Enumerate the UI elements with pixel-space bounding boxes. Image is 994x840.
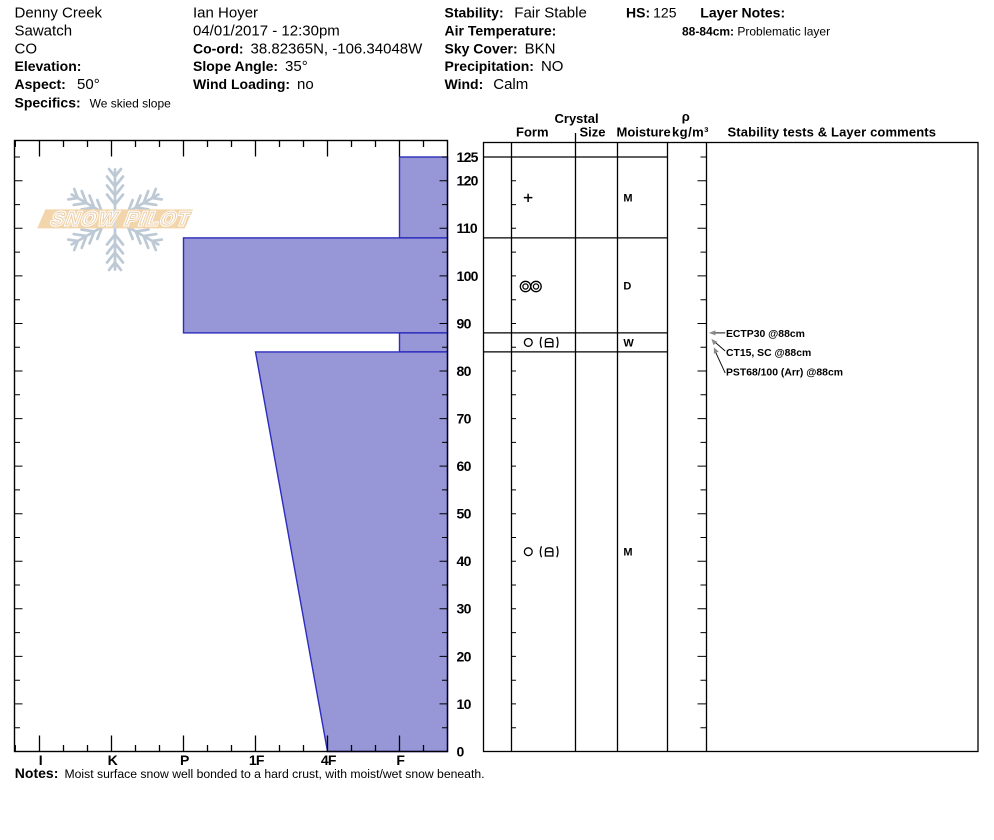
svg-text:Elevation:: Elevation: bbox=[15, 58, 82, 74]
svg-text:M: M bbox=[623, 192, 632, 204]
svg-text:04/01/2017 - 12:30pm: 04/01/2017 - 12:30pm bbox=[193, 23, 340, 40]
svg-text:Co-ord: 38.82365N, -106.34048W: Co-ord: 38.82365N, -106.34048W bbox=[193, 40, 423, 57]
svg-text:1F: 1F bbox=[249, 752, 265, 768]
svg-text:10: 10 bbox=[457, 696, 472, 712]
svg-text:W: W bbox=[623, 337, 634, 349]
svg-text:PST68/100 (Arr) @88cm: PST68/100 (Arr) @88cm bbox=[726, 368, 843, 379]
svg-text:88-84cm: Problematic layer: 88-84cm: Problematic layer bbox=[682, 25, 830, 39]
svg-text:Stability: Fair Stable: Stability: Fair Stable bbox=[445, 5, 587, 22]
svg-text:50: 50 bbox=[457, 506, 472, 522]
svg-text:70: 70 bbox=[457, 411, 472, 427]
svg-text:Size: Size bbox=[580, 125, 606, 140]
svg-text:Precipitation: NO: Precipitation: NO bbox=[445, 58, 564, 75]
svg-text:60: 60 bbox=[457, 458, 472, 474]
svg-text:D: D bbox=[623, 280, 631, 292]
svg-text:Ian Hoyer: Ian Hoyer bbox=[193, 5, 258, 22]
svg-text:20: 20 bbox=[457, 648, 472, 664]
svg-text:Specifics:We skied slope: Specifics: We skied slope bbox=[15, 94, 172, 110]
svg-text:125: 125 bbox=[457, 149, 479, 165]
svg-text:100: 100 bbox=[457, 268, 479, 284]
svg-text:4F: 4F bbox=[321, 752, 337, 768]
svg-text:Sky Cover: BKN: Sky Cover: BKN bbox=[445, 40, 556, 57]
svg-text:HS:125: HS: 125 bbox=[626, 5, 677, 21]
svg-text:Crystal: Crystal bbox=[555, 111, 599, 126]
svg-text:Wind Loading: no: Wind Loading: no bbox=[193, 76, 314, 93]
svg-text:I: I bbox=[39, 752, 42, 768]
svg-text:Notes:: Notes: bbox=[15, 765, 59, 781]
svg-text:Layer Notes:: Layer Notes: bbox=[700, 5, 785, 21]
svg-text:M: M bbox=[623, 547, 632, 559]
svg-text:Aspect: 50°: Aspect: 50° bbox=[15, 76, 100, 93]
svg-text:CO: CO bbox=[15, 40, 38, 57]
svg-text:Slope Angle: 35°: Slope Angle: 35° bbox=[193, 58, 308, 75]
svg-text:Stability tests & Layer commen: Stability tests & Layer comments bbox=[728, 125, 937, 140]
svg-text:40: 40 bbox=[457, 553, 472, 569]
svg-text:Moisture: Moisture bbox=[617, 125, 671, 140]
svg-text:Form: Form bbox=[516, 125, 549, 140]
svg-text:Denny Creek: Denny Creek bbox=[15, 5, 103, 22]
svg-text:Air Temperature:: Air Temperature: bbox=[445, 23, 557, 39]
svg-text:F: F bbox=[396, 752, 405, 768]
svg-text:120: 120 bbox=[457, 173, 479, 189]
svg-text:Wind:Calm: Wind: Calm bbox=[445, 76, 529, 93]
svg-text:K: K bbox=[108, 752, 118, 768]
svg-text:ρ: ρ bbox=[682, 109, 690, 124]
svg-text:kg/m³: kg/m³ bbox=[672, 125, 709, 140]
svg-text:110: 110 bbox=[457, 220, 478, 236]
svg-text:0: 0 bbox=[457, 743, 465, 759]
svg-text:Moist surface snow well bonded: Moist surface snow well bonded to a hard… bbox=[65, 767, 485, 781]
svg-text:90: 90 bbox=[457, 315, 472, 331]
svg-text:80: 80 bbox=[457, 363, 472, 379]
svg-text:P: P bbox=[180, 752, 189, 768]
svg-text:Sawatch: Sawatch bbox=[15, 23, 73, 40]
svg-text:CT15, SC @88cm: CT15, SC @88cm bbox=[726, 348, 811, 359]
svg-text:ECTP30 @88cm: ECTP30 @88cm bbox=[726, 329, 805, 340]
svg-text:30: 30 bbox=[457, 601, 472, 617]
